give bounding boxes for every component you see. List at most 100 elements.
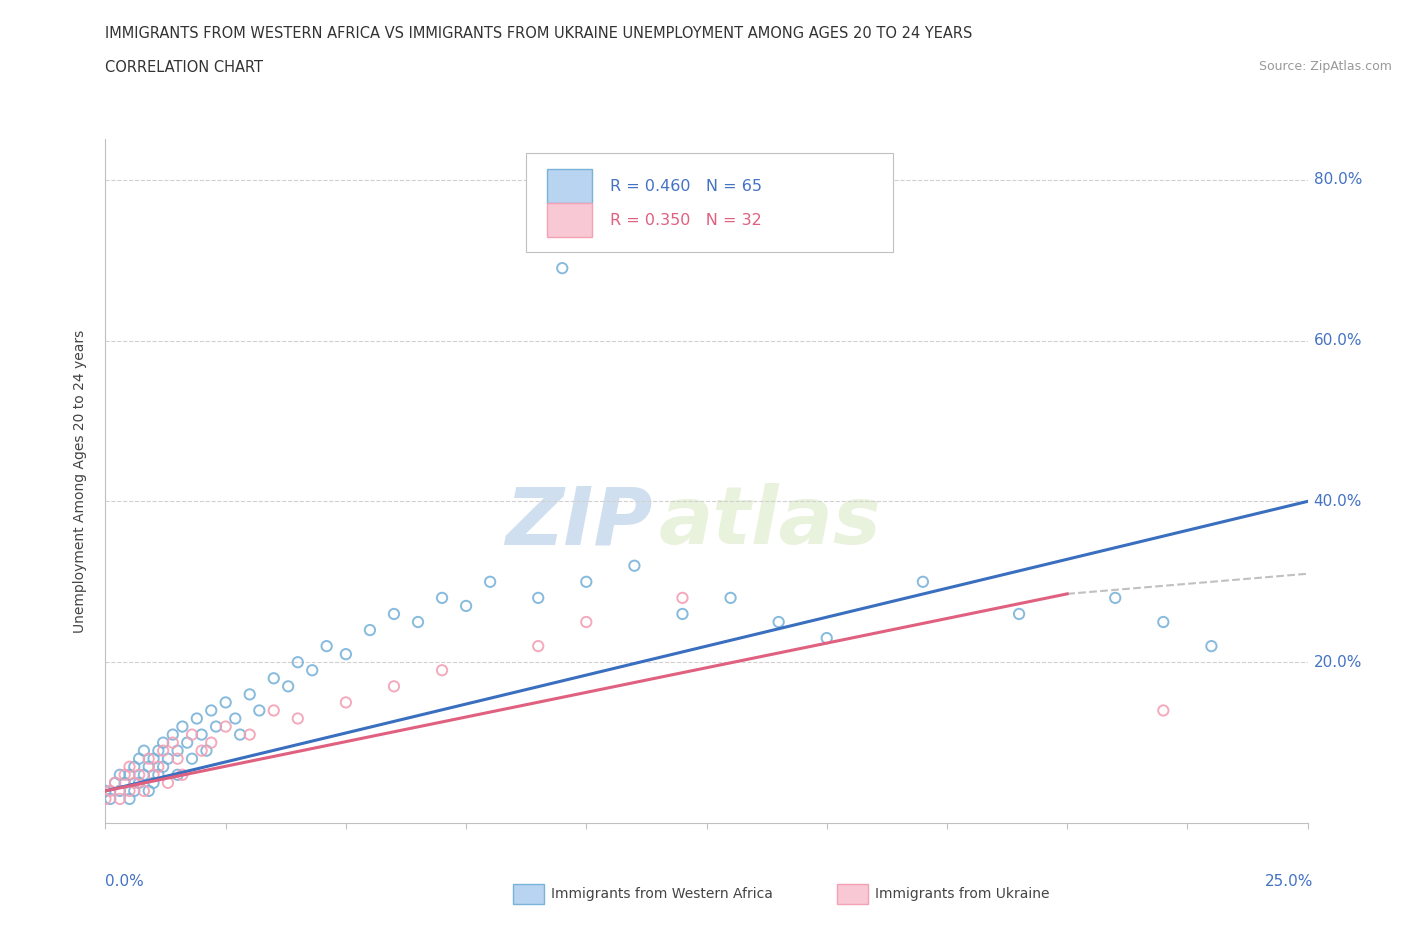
Point	[114, 776, 136, 790]
Point	[166, 743, 188, 758]
Point	[1201, 639, 1223, 654]
Point	[132, 783, 155, 798]
Point	[128, 767, 150, 782]
Point	[186, 711, 208, 726]
Point	[190, 743, 212, 758]
Point	[162, 727, 184, 742]
Text: R = 0.350   N = 32: R = 0.350 N = 32	[610, 213, 762, 229]
Point	[575, 236, 598, 251]
Point	[166, 751, 188, 766]
Point	[720, 591, 742, 605]
Text: 20.0%: 20.0%	[1313, 655, 1362, 670]
Point	[114, 767, 136, 782]
Text: Immigrants from Ukraine: Immigrants from Ukraine	[875, 886, 1049, 901]
Point	[382, 679, 405, 694]
Point	[315, 639, 337, 654]
Point	[156, 751, 179, 766]
Point	[239, 687, 262, 702]
Point	[181, 751, 204, 766]
Text: ZIP: ZIP	[505, 484, 652, 562]
Y-axis label: Unemployment Among Ages 20 to 24 years: Unemployment Among Ages 20 to 24 years	[73, 329, 87, 633]
Point	[527, 639, 550, 654]
Point	[911, 575, 934, 590]
Point	[190, 727, 212, 742]
Point	[575, 575, 598, 590]
Point	[359, 622, 381, 637]
Point	[118, 759, 141, 774]
Point	[430, 663, 453, 678]
Point	[430, 591, 453, 605]
Point	[148, 767, 170, 782]
Text: 25.0%: 25.0%	[1265, 874, 1313, 889]
Point	[128, 776, 150, 790]
Point	[454, 599, 477, 614]
Point	[214, 695, 236, 710]
Point	[118, 783, 141, 798]
Point	[527, 591, 550, 605]
Point	[335, 646, 357, 661]
Point	[1104, 591, 1126, 605]
Point	[156, 776, 179, 790]
Text: R = 0.460   N = 65: R = 0.460 N = 65	[610, 179, 762, 194]
FancyBboxPatch shape	[547, 169, 592, 203]
Text: 40.0%: 40.0%	[1313, 494, 1362, 509]
Point	[815, 631, 838, 645]
Point	[148, 759, 170, 774]
Point	[108, 791, 131, 806]
Point	[205, 719, 228, 734]
Point	[124, 759, 146, 774]
Point	[671, 606, 693, 621]
Point	[1008, 606, 1031, 621]
Point	[118, 791, 141, 806]
Point	[118, 767, 141, 782]
Point	[263, 671, 285, 685]
Point	[335, 695, 357, 710]
Point	[142, 776, 165, 790]
Point	[247, 703, 270, 718]
Point	[214, 719, 236, 734]
Point	[551, 260, 574, 275]
Point	[98, 783, 121, 798]
Point	[142, 751, 165, 766]
Point	[152, 743, 174, 758]
Point	[104, 776, 127, 790]
Point	[224, 711, 246, 726]
Point	[132, 743, 155, 758]
Point	[287, 711, 309, 726]
Point	[1152, 703, 1174, 718]
Point	[181, 727, 204, 742]
Text: CORRELATION CHART: CORRELATION CHART	[105, 60, 263, 75]
Point	[94, 783, 117, 798]
Point	[277, 679, 299, 694]
Point	[176, 736, 198, 751]
Point	[152, 736, 174, 751]
Point	[128, 751, 150, 766]
Point	[142, 767, 165, 782]
Text: 60.0%: 60.0%	[1313, 333, 1362, 348]
Text: Immigrants from Western Africa: Immigrants from Western Africa	[551, 886, 773, 901]
Text: 80.0%: 80.0%	[1313, 172, 1362, 187]
Point	[287, 655, 309, 670]
Point	[138, 751, 160, 766]
Point	[98, 791, 121, 806]
Point	[132, 767, 155, 782]
Point	[671, 591, 693, 605]
Point	[108, 783, 131, 798]
Point	[124, 783, 146, 798]
FancyBboxPatch shape	[526, 153, 893, 252]
Point	[200, 703, 222, 718]
Point	[406, 615, 429, 630]
Point	[138, 783, 160, 798]
Point	[382, 606, 405, 621]
Text: IMMIGRANTS FROM WESTERN AFRICA VS IMMIGRANTS FROM UKRAINE UNEMPLOYMENT AMONG AGE: IMMIGRANTS FROM WESTERN AFRICA VS IMMIGR…	[105, 26, 973, 41]
Point	[1152, 615, 1174, 630]
Point	[301, 663, 323, 678]
Text: 0.0%: 0.0%	[105, 874, 145, 889]
FancyBboxPatch shape	[547, 203, 592, 237]
Point	[152, 759, 174, 774]
Point	[195, 743, 218, 758]
Point	[138, 759, 160, 774]
Point	[166, 767, 188, 782]
Point	[239, 727, 262, 742]
Point	[172, 767, 194, 782]
